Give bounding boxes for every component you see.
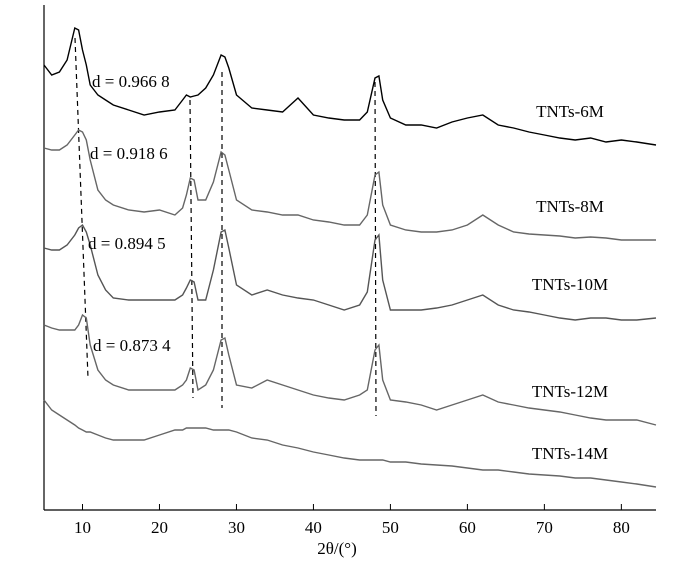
series-label: TNTs-12M xyxy=(532,382,608,401)
x-tick-label: 50 xyxy=(382,518,399,537)
series-label: TNTs-6M xyxy=(536,102,604,121)
series-line xyxy=(43,26,657,146)
guide-line xyxy=(374,81,377,417)
x-tick-label: 20 xyxy=(151,518,168,537)
x-tick-label: 60 xyxy=(459,518,476,537)
annotation: d = 0.918 6 xyxy=(90,144,168,163)
series-line xyxy=(43,313,657,426)
annotation: d = 0.894 5 xyxy=(88,234,166,253)
annotation: d = 0.873 4 xyxy=(93,336,171,355)
series-line xyxy=(43,399,657,488)
series-line xyxy=(43,223,657,321)
x-tick-label: 30 xyxy=(228,518,245,537)
peak-guides xyxy=(74,37,377,417)
x-tick-label: 10 xyxy=(74,518,91,537)
x-tick-label: 40 xyxy=(305,518,322,537)
annotation: d = 0.966 8 xyxy=(92,72,170,91)
series-label: TNTs-8M xyxy=(536,197,604,216)
guide-line xyxy=(74,37,89,379)
series-label: TNTs-14M xyxy=(532,444,608,463)
x-axis-label: 2θ/(°) xyxy=(317,539,357,558)
guide-line xyxy=(189,99,194,399)
series-line xyxy=(43,129,656,241)
x-tick-label: 70 xyxy=(536,518,553,537)
x-tick-label: 80 xyxy=(613,518,630,537)
series-label: TNTs-10M xyxy=(532,275,608,294)
